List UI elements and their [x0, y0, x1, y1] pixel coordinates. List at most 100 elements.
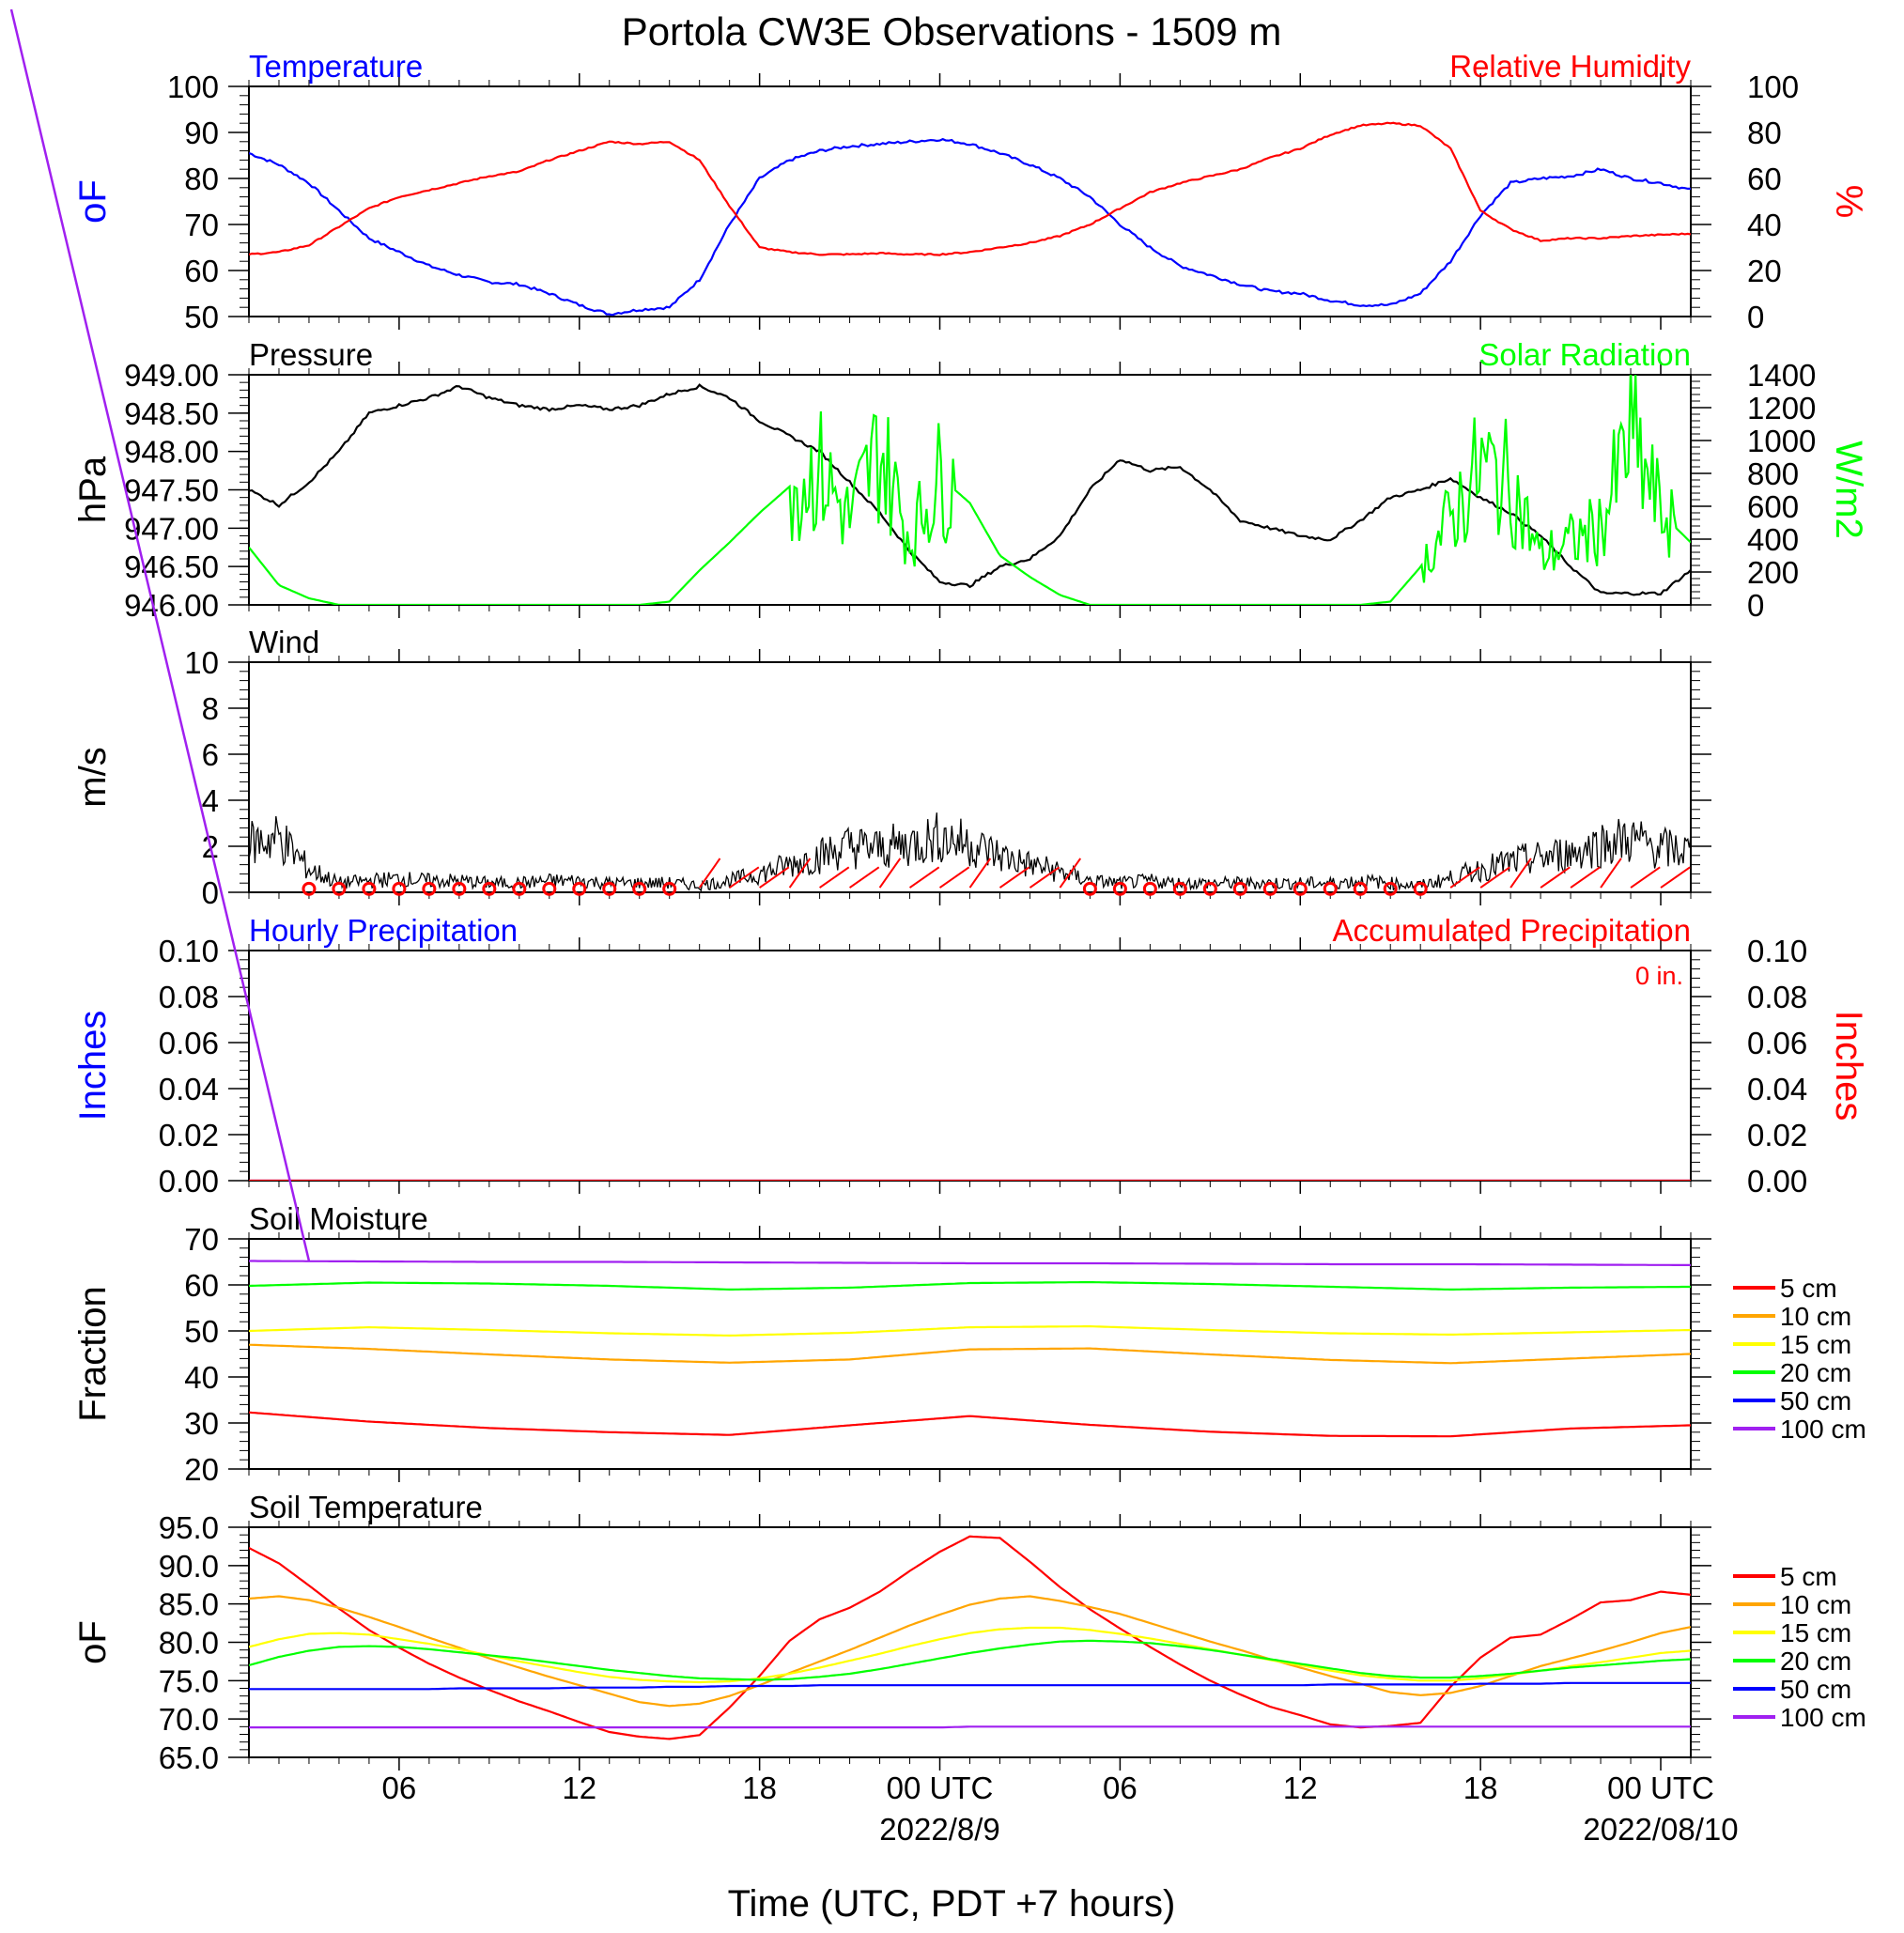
plot-frame [248, 85, 1692, 317]
series-line-100-cm [249, 1725, 1691, 1729]
y-axis-label-left: m/s [72, 747, 114, 807]
y-tick-label-left: 0 [202, 875, 219, 910]
plot-area [249, 812, 1691, 892]
wind-barb [968, 858, 992, 889]
stray-100cm-line [9, 8, 311, 1261]
y-tick-label-left: 946.00 [124, 588, 219, 623]
series-line-pressure [249, 383, 1691, 596]
y-axis-label-left: oF [72, 1620, 114, 1664]
legend-label: 15 cm [1780, 1330, 1851, 1359]
y-tick-label-right: 0 [1747, 588, 1764, 623]
wind-calm-marker [512, 881, 527, 896]
panel-title-right: Solar Radiation [1478, 337, 1691, 372]
x-tick-label: 00 UTC [1607, 1771, 1714, 1805]
wind-calm-marker [422, 881, 437, 896]
y-tick-label-left: 30 [184, 1406, 219, 1441]
y-tick-label-left: 6 [202, 737, 219, 772]
y-tick-label-left: 949.00 [124, 358, 219, 393]
wind-calm-marker [1262, 881, 1277, 896]
wind-barb [788, 858, 812, 889]
wind-barb [1029, 866, 1060, 889]
wind-calm-marker [1142, 881, 1157, 896]
plot-frame [248, 950, 1692, 1182]
series-line-5-cm [249, 1535, 1691, 1740]
wind-calm-marker [452, 881, 467, 896]
wind-calm-marker [362, 881, 377, 896]
y-tick-label-left: 946.50 [124, 549, 219, 584]
wind-calm-marker [1323, 881, 1338, 896]
y-tick-label-left: 947.00 [124, 511, 219, 546]
y-tick-label-right: 0.10 [1747, 934, 1807, 968]
y-tick-label-left: 947.50 [124, 473, 219, 508]
wind-barb [1600, 858, 1622, 889]
wind-calm-marker [482, 881, 497, 896]
y-tick-label-left: 40 [184, 1360, 219, 1395]
legend-label: 15 cm [1780, 1618, 1851, 1647]
y-tick-label-right: 60 [1747, 162, 1782, 196]
legend-label: 10 cm [1780, 1302, 1851, 1331]
series-line-20-cm [249, 1639, 1691, 1681]
y-axis-label-right: % [1828, 185, 1869, 219]
y-tick-label-left: 50 [184, 1314, 219, 1349]
legend-label: 100 cm [1780, 1703, 1866, 1732]
y-tick-label-left: 4 [202, 783, 219, 818]
wind-calm-marker [542, 881, 557, 896]
wind-barb [1059, 858, 1082, 889]
y-tick-label-left: 75.0 [159, 1663, 219, 1698]
wind-calm-marker [1202, 881, 1217, 896]
panel-title-left: Wind [249, 625, 319, 659]
y-tick-label-right: 0 [1747, 300, 1764, 334]
y-axis-label-right: W/m2 [1828, 441, 1869, 538]
series-line-100-cm [249, 1260, 1691, 1266]
legend-label: 100 cm [1780, 1415, 1866, 1444]
y-tick-label-right: 1400 [1747, 358, 1816, 393]
wind-calm-marker [662, 881, 677, 896]
wind-barb [1660, 866, 1691, 889]
chart-title: Portola CW3E Observations - 1509 m [622, 9, 1282, 54]
wind-calm-marker [332, 881, 347, 896]
wind-barb [759, 866, 790, 889]
y-tick-label-left: 0.06 [159, 1026, 219, 1060]
y-tick-label-left: 60 [184, 1268, 219, 1303]
y-tick-label-right: 0.06 [1747, 1026, 1807, 1060]
wind-barb [1449, 866, 1480, 889]
panel-title-right: Relative Humidity [1449, 49, 1691, 84]
y-tick-label-left: 0.08 [159, 980, 219, 1014]
y-tick-label-right: 1000 [1747, 424, 1816, 458]
x-tick-label: 06 [1103, 1771, 1138, 1805]
legend-label: 20 cm [1780, 1647, 1851, 1676]
y-tick-label-right: 0.08 [1747, 980, 1807, 1014]
panel-soil_temperature: 65.070.0 75.080.0 85.090.0 95.0 Soil Tempera… [72, 1490, 1866, 1775]
precip-total-annotation: 0 in. [1635, 962, 1683, 990]
wind-barb [849, 866, 880, 889]
wind-barb [1479, 866, 1510, 889]
series-line-15-cm [249, 1325, 1691, 1338]
legend-label: 50 cm [1780, 1386, 1851, 1415]
series-line-10-cm [249, 1343, 1691, 1365]
wind-calm-marker [1413, 881, 1428, 896]
series-line-solar [249, 375, 1691, 605]
legend-label: 5 cm [1780, 1562, 1837, 1591]
panel-title-left: Temperature [249, 49, 423, 84]
panel-title-left: Pressure [249, 337, 373, 372]
wind-barb [1570, 866, 1601, 889]
legend-label: 50 cm [1780, 1675, 1851, 1704]
wind-calm-marker [1383, 881, 1398, 896]
y-tick-label-right: 20 [1747, 254, 1782, 288]
x-tick-label: 12 [1283, 1771, 1318, 1805]
wind-calm-marker [632, 881, 647, 896]
legend-label: 5 cm [1780, 1274, 1837, 1303]
plot-area [249, 1260, 1691, 1438]
y-axis-label-left: oF [72, 179, 114, 224]
plot-area [249, 121, 1691, 317]
x-tick-label: 06 [382, 1771, 417, 1805]
y-tick-label-left: 95.0 [159, 1510, 219, 1545]
panel-soil_moisture: 20 30 40 50 60 70 Soil Moisture Fraction 5 cm10 … [72, 1201, 1866, 1487]
x-tick-label: 12 [562, 1771, 596, 1805]
wind-calm-marker [572, 881, 587, 896]
x-tick-label: 00 UTC [887, 1771, 994, 1805]
x-tick-label: 18 [742, 1771, 777, 1805]
y-axis-label-left: Inches [72, 1011, 114, 1121]
